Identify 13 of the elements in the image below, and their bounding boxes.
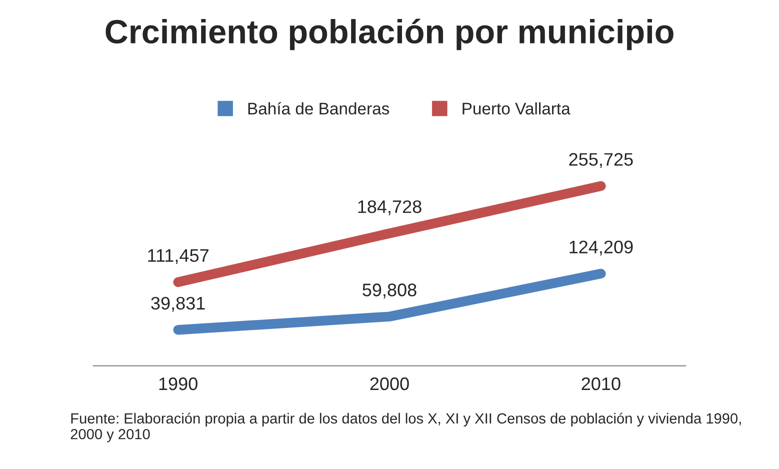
x-tick-label: 2000 — [370, 377, 409, 390]
data-label: 184,728 — [358, 200, 422, 216]
legend-label: Bahía de Banderas — [248, 102, 390, 115]
legend-label: Puerto Vallarta — [462, 102, 570, 115]
data-label: 111,457 — [148, 249, 208, 264]
source-note: Fuente: Elaboración propia a partir de los datos del los X, XI y XII Censos de población y vivienda 1990, 2000 y 2010 — [70, 412, 741, 442]
x-tick-label: 1990 — [159, 377, 198, 390]
data-label: 59,808 — [362, 284, 416, 298]
data-label: 124,209 — [570, 240, 633, 256]
data-label: 39,831 — [151, 296, 205, 312]
x-tick-label: 2010 — [582, 377, 620, 390]
chart-title: Crcimiento población por municipio — [106, 18, 674, 50]
data-label: 255,725 — [569, 153, 633, 168]
